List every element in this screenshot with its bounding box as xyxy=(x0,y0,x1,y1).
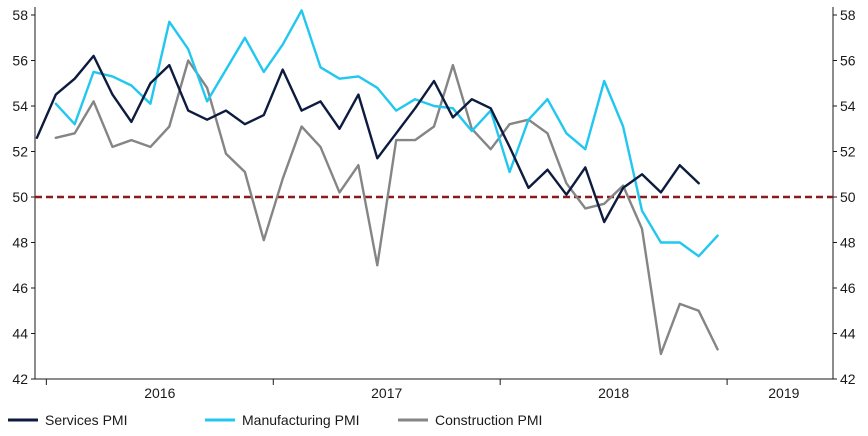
manufacturing-pmi-legend-label: Manufacturing PMI xyxy=(242,412,360,428)
y-tick-label-left: 52 xyxy=(12,144,28,160)
y-tick-label-right: 58 xyxy=(840,7,856,23)
y-tick-label-right: 42 xyxy=(840,371,856,387)
y-tick-label-left: 54 xyxy=(12,98,28,114)
y-tick-label-right: 48 xyxy=(840,235,856,251)
services-pmi-legend-label: Services PMI xyxy=(45,412,127,428)
x-tick-label: 2018 xyxy=(598,385,629,401)
x-tick-label: 2019 xyxy=(768,385,799,401)
chart-axes: 42 42 44 44 46 46 48 48 50 50 52 52 54 54 56 56 58 58 2016… xyxy=(12,7,856,401)
y-tick-label-right: 54 xyxy=(840,98,856,114)
y-tick-label-left: 44 xyxy=(12,326,28,342)
y-tick-label-right: 52 xyxy=(840,144,856,160)
y-tick-label-left: 58 xyxy=(12,7,28,23)
series-lines xyxy=(35,9,719,356)
x-tick-label: 2016 xyxy=(144,385,175,401)
y-tick-label-left: 46 xyxy=(12,280,28,296)
construction-pmi-legend-label: Construction PMI xyxy=(435,412,542,428)
y-tick-label-right: 50 xyxy=(840,189,856,205)
y-tick-label-left: 50 xyxy=(12,189,28,205)
construction-pmi-line xyxy=(54,59,719,356)
y-tick-label-right: 46 xyxy=(840,280,856,296)
y-tick-label-left: 48 xyxy=(12,235,28,251)
y-tick-label-right: 44 xyxy=(840,326,856,342)
x-tick-label: 2017 xyxy=(371,385,402,401)
manufacturing-pmi-line xyxy=(54,9,719,258)
chart-legend: Services PMI Manufacturing PMI Constructio… xyxy=(8,412,542,428)
y-tick-label-right: 56 xyxy=(840,53,856,69)
services-pmi-line xyxy=(35,54,700,224)
y-tick-label-left: 42 xyxy=(12,371,28,387)
y-tick-label-left: 56 xyxy=(12,53,28,69)
